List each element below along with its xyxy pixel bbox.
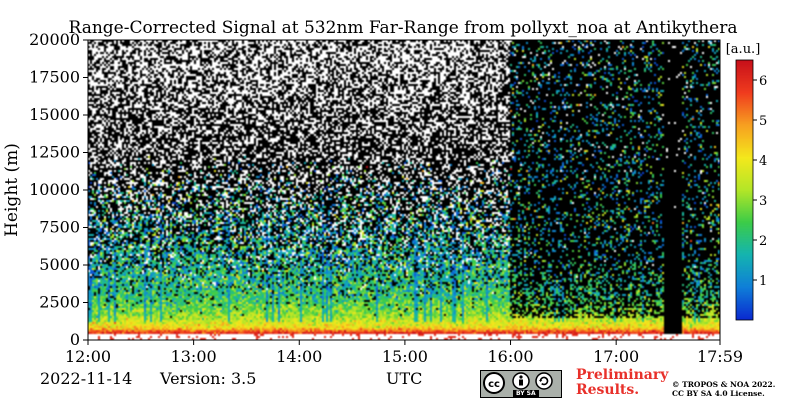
y-tick-label: 10000	[29, 180, 80, 199]
x-tick-label: 16:00	[487, 347, 533, 366]
y-tick-label: 20000	[29, 30, 80, 49]
copyright-line-2: CC BY SA 4.0 License.	[672, 389, 765, 398]
creative-commons-icon: cc	[483, 372, 505, 394]
y-tick-label: 15000	[29, 105, 80, 124]
y-axis: 0 2500 5000 7500 10000 12500 15000 17500 20000	[29, 30, 88, 349]
attribution-icon	[512, 372, 530, 390]
y-tick-label: 0	[70, 330, 80, 349]
chart-title: Range-Corrected Signal at 532nm Far-Rang…	[69, 18, 738, 38]
copyright-line-1: © TROPOS & NOA 2022.	[672, 380, 776, 389]
svg-text:cc: cc	[488, 379, 500, 390]
x-tick-label: 13:00	[171, 347, 217, 366]
y-tick-label: 2500	[39, 293, 80, 312]
preliminary-line-1: Preliminary	[576, 367, 669, 383]
x-tick-label: 14:00	[276, 347, 322, 366]
preliminary-line-2: Results.	[576, 382, 640, 398]
colorbar-frame	[735, 59, 754, 321]
colorbar-tick-label: 6	[759, 74, 767, 89]
copyright-notice: © TROPOS & NOA 2022. CC BY SA 4.0 Licens…	[672, 380, 775, 398]
x-tick-label: 15:00	[382, 347, 428, 366]
colorbar-gradient	[736, 60, 753, 320]
colorbar-tick-label: 5	[759, 114, 767, 129]
share-alike-icon	[535, 372, 553, 390]
colorbar-unit: [a.u.]	[726, 42, 761, 57]
y-tick-label: 5000	[39, 255, 80, 274]
colorbar-tick-label: 2	[759, 234, 767, 249]
version-label: Version: 3.5	[160, 369, 257, 388]
x-axis-label: UTC	[386, 369, 423, 388]
x-tick-label: 17:59	[697, 347, 743, 366]
colorbar-tick-label: 1	[759, 274, 767, 289]
x-tick-label: 12:00	[65, 347, 111, 366]
y-tick-label: 12500	[29, 143, 80, 162]
cc-license-badge: cc BY SA	[480, 370, 562, 398]
y-tick-label: 17500	[29, 68, 80, 87]
colorbar-tick-label: 4	[759, 154, 767, 169]
x-axis: 12:00 13:00 14:00 15:00 16:00 17:00 17:59	[65, 340, 743, 366]
y-axis-label: Height (m)	[2, 143, 22, 237]
y-tick-label: 7500	[39, 218, 80, 237]
x-tick-label: 17:00	[593, 347, 639, 366]
heatmap-image	[88, 40, 720, 340]
colorbar-ticks: 1 2 3 4 5 6	[753, 74, 767, 289]
colorbar-tick-label: 3	[759, 194, 767, 209]
date-label: 2022-11-14	[40, 369, 133, 388]
preliminary-notice: Preliminary Results.	[576, 368, 668, 398]
cc-by-sa-label: BY SA	[513, 390, 539, 397]
